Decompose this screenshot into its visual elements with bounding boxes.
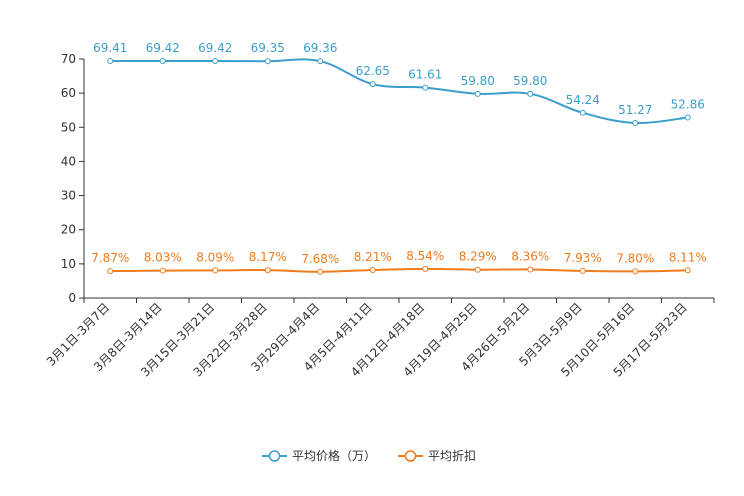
data-point bbox=[422, 265, 429, 272]
data-point bbox=[264, 58, 271, 65]
data-label: 7.87% bbox=[91, 251, 129, 265]
data-point bbox=[212, 57, 219, 64]
data-point bbox=[159, 57, 166, 64]
series-line bbox=[110, 267, 688, 273]
data-point bbox=[527, 90, 534, 97]
data-label: 8.21% bbox=[354, 250, 392, 264]
data-label: 69.42 bbox=[146, 41, 180, 55]
data-label: 8.54% bbox=[406, 249, 444, 263]
data-label: 59.80 bbox=[461, 74, 495, 88]
data-label: 54.24 bbox=[566, 93, 600, 107]
data-point bbox=[422, 84, 429, 91]
y-tick-label: 60 bbox=[61, 86, 76, 100]
x-axis: 3月1日-3月7日3月8日-3月14日3月15日-3月21日3月22日-3月28… bbox=[44, 297, 715, 380]
data-point bbox=[632, 119, 639, 126]
data-point bbox=[474, 90, 481, 97]
legend-item[interactable]: 平均折扣 bbox=[398, 448, 476, 463]
data-label: 59.80 bbox=[513, 74, 547, 88]
data-label: 8.11% bbox=[669, 250, 707, 264]
series-1: 69.41 69.42 69.42 69.35 69.36 62.65 61.61 59.80… bbox=[93, 41, 705, 126]
data-label: 61.61 bbox=[408, 68, 442, 82]
data-point bbox=[684, 267, 691, 274]
data-point bbox=[579, 267, 586, 274]
data-label: 8.03% bbox=[144, 251, 182, 265]
data-label: 62.65 bbox=[356, 64, 390, 78]
data-point bbox=[159, 267, 166, 274]
y-axis: 0 10 20 30 40 50 60 70 bbox=[61, 52, 85, 305]
series-2: 7.87% 8.03% 8.09% 8.17% 7.68% 8.21% 8.54% 8.29%… bbox=[91, 249, 707, 275]
y-tick-label: 30 bbox=[61, 189, 76, 203]
data-label: 8.09% bbox=[196, 250, 234, 264]
data-point bbox=[684, 114, 691, 121]
legend-circle-icon bbox=[404, 450, 417, 462]
data-point bbox=[212, 267, 219, 274]
legend[interactable]: 平均价格（万） 平均折扣 bbox=[262, 448, 476, 463]
y-tick-label: 40 bbox=[61, 154, 76, 168]
data-point bbox=[317, 268, 324, 275]
series-layer: 69.41 69.42 69.42 69.35 69.36 62.65 61.61 59.80… bbox=[91, 41, 707, 275]
series-line bbox=[110, 58, 688, 125]
data-point bbox=[264, 267, 271, 274]
data-label: 69.35 bbox=[251, 41, 285, 55]
y-tick-label: 70 bbox=[61, 52, 76, 66]
data-point bbox=[369, 266, 376, 273]
data-label: 69.36 bbox=[303, 41, 337, 55]
legend-item[interactable]: 平均价格（万） bbox=[262, 448, 376, 463]
data-point bbox=[107, 268, 114, 275]
y-tick-label: 10 bbox=[61, 257, 76, 271]
y-tick-label: 20 bbox=[61, 223, 76, 237]
data-label: 7.93% bbox=[564, 251, 602, 265]
legend-label: 平均折扣 bbox=[428, 448, 476, 463]
data-point bbox=[474, 266, 481, 273]
data-point bbox=[317, 58, 324, 65]
data-point bbox=[369, 81, 376, 88]
data-label: 7.68% bbox=[301, 252, 339, 266]
data-label: 52.86 bbox=[671, 98, 705, 112]
data-label: 51.27 bbox=[618, 103, 652, 117]
y-tick-label: 0 bbox=[68, 291, 76, 305]
data-label: 69.42 bbox=[198, 41, 232, 55]
data-point bbox=[632, 268, 639, 275]
data-label: 69.41 bbox=[93, 41, 127, 55]
data-label: 8.36% bbox=[511, 249, 549, 263]
data-point bbox=[527, 266, 534, 273]
legend-label: 平均价格（万） bbox=[292, 448, 376, 463]
data-point bbox=[579, 109, 586, 116]
data-point bbox=[107, 58, 114, 65]
y-tick-label: 50 bbox=[61, 120, 76, 134]
data-label: 7.80% bbox=[616, 251, 654, 265]
data-label: 8.17% bbox=[249, 250, 287, 264]
data-label: 8.29% bbox=[459, 250, 497, 264]
legend-circle-icon bbox=[268, 450, 281, 462]
